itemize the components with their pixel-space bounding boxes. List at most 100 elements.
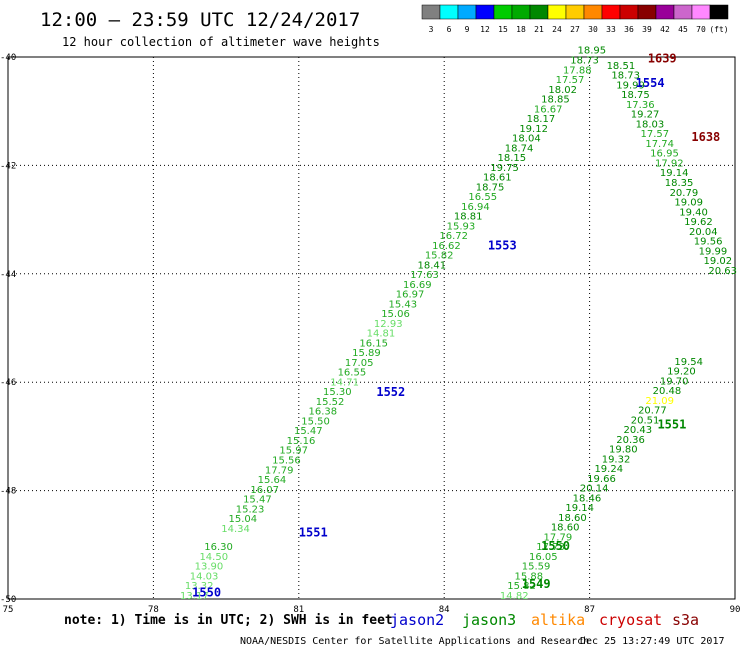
- wave-height-value: 16.05: [529, 552, 558, 563]
- wave-height-value: 16.67: [534, 104, 563, 115]
- wave-height-value: 18.60: [551, 523, 580, 534]
- wave-height-value: 17.79: [544, 532, 573, 543]
- wave-height-value: 16.55: [468, 192, 497, 203]
- wave-height-value: 19.14: [660, 168, 689, 179]
- legend-swatch: [439, 4, 459, 20]
- pass-label: 1550: [192, 585, 221, 599]
- y-tick-label: -50: [0, 595, 16, 605]
- legend-swatch: [637, 4, 657, 20]
- wave-height-value: 16.95: [650, 149, 679, 160]
- satellite-name: jason2: [390, 611, 444, 629]
- wave-height-value: 18.15: [498, 153, 527, 164]
- legend-label: 12: [480, 25, 490, 34]
- legend-swatch: [673, 4, 693, 20]
- legend-swatch: [493, 4, 513, 20]
- wave-height-value: 13.32: [185, 581, 214, 592]
- legend-label: (ft): [709, 25, 728, 34]
- wave-height-value: 15.59: [522, 562, 551, 573]
- legend-swatch: [457, 4, 477, 20]
- legend-label: 18: [516, 25, 526, 34]
- satellite-name: cryosat: [599, 611, 662, 629]
- pass-label: 1553: [488, 238, 517, 252]
- x-tick-label: 87: [584, 605, 595, 615]
- legend-swatch: [547, 4, 567, 20]
- wave-height-value: 16.62: [432, 241, 461, 252]
- wave-height-value: 15.50: [301, 416, 330, 427]
- wave-height-value: 18.41: [418, 260, 447, 271]
- wave-height-value: 19.56: [694, 237, 723, 248]
- wave-height-value: 19.40: [679, 207, 708, 218]
- legend-label: 45: [678, 25, 688, 34]
- wave-height-value: 15.88: [514, 571, 543, 582]
- y-tick-label: -42: [0, 161, 16, 171]
- wave-height-value: 16.94: [461, 202, 490, 213]
- wave-height-value: 16.30: [204, 542, 233, 553]
- wave-height-value: 17.57: [556, 75, 585, 86]
- wave-height-value: 14.71: [330, 377, 359, 388]
- wave-height-value: 16.07: [250, 485, 279, 496]
- wave-height-value: 18.73: [611, 71, 640, 82]
- legend-label: 42: [660, 25, 670, 34]
- wave-height-value: 18.81: [454, 212, 483, 223]
- wave-height-value: 15.04: [229, 514, 258, 525]
- legend-label: 39: [642, 25, 652, 34]
- legend-label: 6: [447, 25, 452, 34]
- wave-height-value: 19.99: [616, 80, 645, 91]
- pass-label: 1638: [691, 130, 720, 144]
- pass-label: 1551: [299, 526, 328, 540]
- wave-height-value: 19.12: [519, 124, 548, 135]
- x-tick-label: 90: [730, 605, 740, 615]
- color-legend: 3 6 9 12 15 18 21 24 27 30 33 36 39 42 45 70 (ft): [421, 4, 729, 34]
- wave-height-value: 17.73: [536, 542, 565, 553]
- wave-height-value: 17.92: [655, 158, 684, 169]
- plot-area: 75 78 81 84 87 90 -40 -42 -44 -46 -48 -50 13.1713.3…: [0, 46, 740, 615]
- y-tick-label: -48: [0, 487, 16, 497]
- wave-height-value: 19.14: [565, 503, 594, 514]
- pass-label: 1549: [522, 577, 551, 591]
- legend-swatch: [421, 4, 441, 20]
- wave-height-value: 15.30: [323, 387, 352, 398]
- wave-height-value: 20.36: [616, 435, 645, 446]
- wave-height-value: 17.88: [563, 65, 592, 76]
- legend-swatch: [529, 4, 549, 20]
- wave-height-value: 16.69: [403, 280, 432, 291]
- x-tick-label: 81: [293, 605, 304, 615]
- wave-height-value: 18.85: [541, 95, 570, 106]
- satellite-name: s3a: [672, 611, 699, 629]
- satellite-legend: jason2 jason3 altika cryosat s3a: [390, 611, 699, 629]
- satellite-name: jason3: [462, 611, 516, 629]
- legend-label: 24: [552, 25, 562, 34]
- legend-label: 36: [624, 25, 634, 34]
- wave-height-value: 17.36: [626, 100, 655, 111]
- wave-height-value: 15.06: [381, 309, 410, 320]
- wave-height-value: 20.43: [624, 425, 653, 436]
- legend-label: 15: [498, 25, 508, 34]
- legend-swatch: [583, 4, 603, 20]
- legend-swatch: [475, 4, 495, 20]
- wave-height-value: 19.80: [609, 445, 638, 456]
- wave-height-value: 19.54: [674, 357, 703, 368]
- wave-height-value: 19.20: [667, 367, 696, 378]
- axis-ticks: 75 78 81 84 87 90 -40 -42 -44 -46 -48 -50: [0, 53, 740, 615]
- pass-label: 1552: [376, 385, 405, 399]
- y-tick-label: -44: [0, 270, 16, 280]
- wave-height-value: 12.93: [374, 319, 403, 330]
- wave-height-value: 16.97: [396, 290, 425, 301]
- wave-height-value: 14.50: [199, 552, 228, 563]
- wave-height-value: 16.72: [439, 231, 468, 242]
- legend-swatch: [619, 4, 639, 20]
- legend-label: 9: [465, 25, 470, 34]
- wave-height-value: 18.61: [483, 173, 512, 184]
- pass-label: 1554: [636, 76, 665, 90]
- wave-height-value: 19.27: [631, 110, 660, 121]
- wave-height-value: 18.73: [570, 56, 599, 67]
- wave-height-value: 18.60: [558, 513, 587, 524]
- wave-height-value: 13.90: [195, 562, 224, 573]
- wave-height-value: 20.14: [580, 484, 609, 495]
- legend-label: 27: [570, 25, 580, 34]
- wave-height-value: 13.17: [180, 591, 209, 602]
- legend-label: 33: [606, 25, 616, 34]
- legend-label: 3: [429, 25, 434, 34]
- plot-frame: [7, 56, 736, 600]
